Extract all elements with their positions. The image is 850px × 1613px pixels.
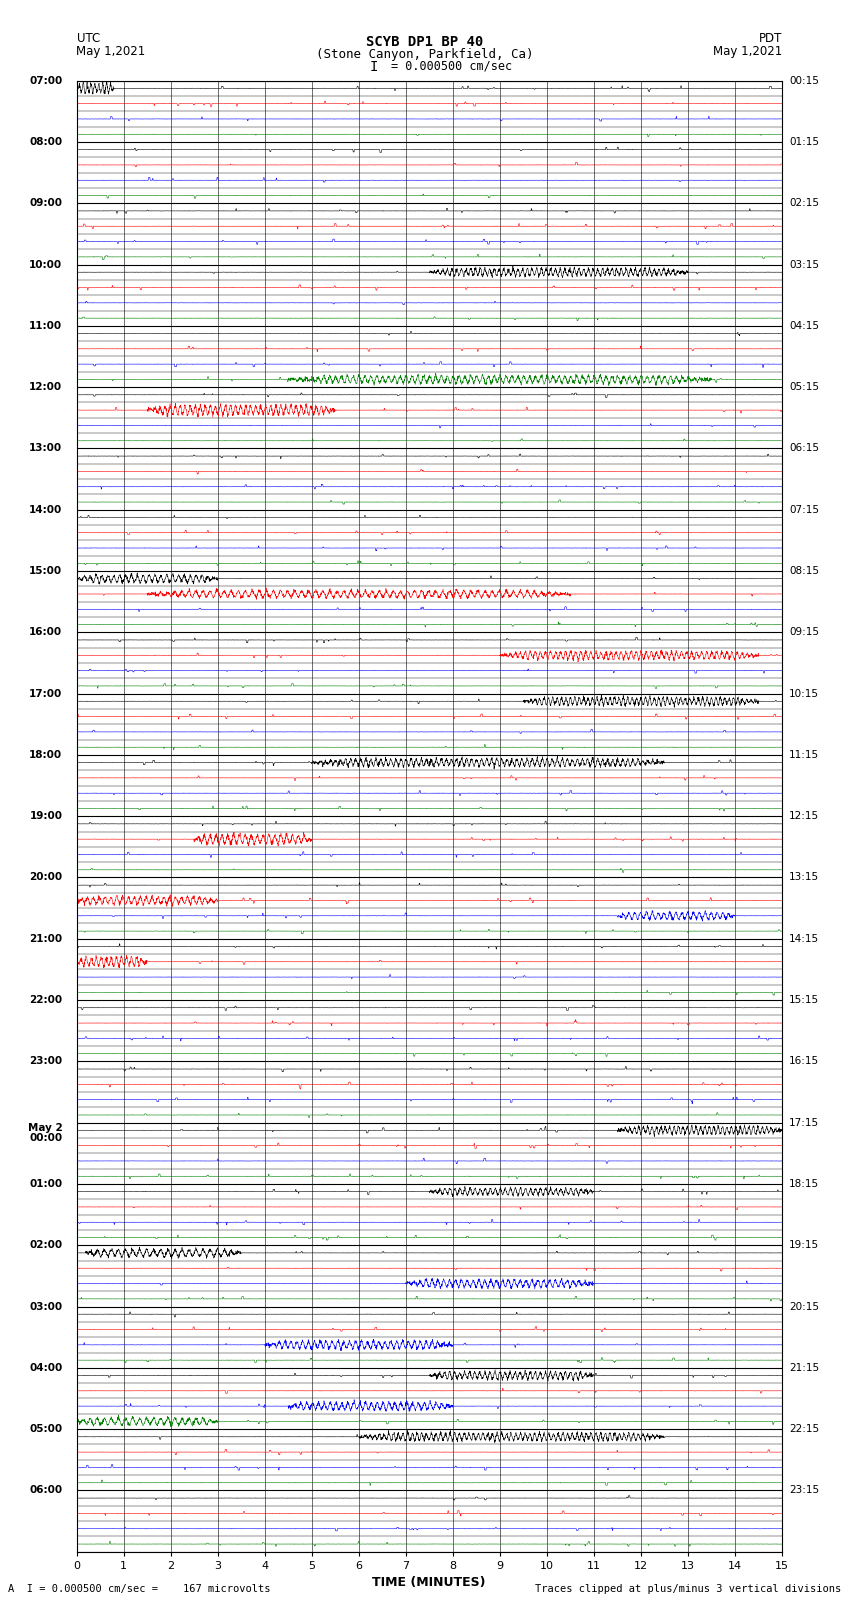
Text: A  I = 0.000500 cm/sec =    167 microvolts: A I = 0.000500 cm/sec = 167 microvolts <box>8 1584 271 1594</box>
Text: 20:00: 20:00 <box>29 873 62 882</box>
Text: 11:00: 11:00 <box>29 321 62 331</box>
Text: May 1,2021: May 1,2021 <box>713 45 782 58</box>
Text: 10:00: 10:00 <box>29 260 62 269</box>
Text: 01:15: 01:15 <box>789 137 819 147</box>
Text: 14:15: 14:15 <box>789 934 819 944</box>
Text: 05:00: 05:00 <box>29 1424 62 1434</box>
Text: 23:15: 23:15 <box>789 1486 819 1495</box>
Text: 05:15: 05:15 <box>789 382 819 392</box>
Text: 19:00: 19:00 <box>30 811 62 821</box>
Text: 07:00: 07:00 <box>29 76 62 85</box>
Text: 23:00: 23:00 <box>29 1057 62 1066</box>
Text: 04:15: 04:15 <box>789 321 819 331</box>
Text: 09:00: 09:00 <box>30 198 62 208</box>
Text: 12:15: 12:15 <box>789 811 819 821</box>
Text: 22:00: 22:00 <box>29 995 62 1005</box>
Text: May 2: May 2 <box>28 1123 62 1134</box>
Text: 07:15: 07:15 <box>789 505 819 515</box>
Text: May 1,2021: May 1,2021 <box>76 45 145 58</box>
Text: 17:15: 17:15 <box>789 1118 819 1127</box>
Text: 03:15: 03:15 <box>789 260 819 269</box>
Text: 02:00: 02:00 <box>29 1240 62 1250</box>
Text: 21:00: 21:00 <box>29 934 62 944</box>
Text: (Stone Canyon, Parkfield, Ca): (Stone Canyon, Parkfield, Ca) <box>316 48 534 61</box>
Text: 09:15: 09:15 <box>789 627 819 637</box>
Text: 18:00: 18:00 <box>29 750 62 760</box>
Text: 08:15: 08:15 <box>789 566 819 576</box>
Text: PDT: PDT <box>758 32 782 45</box>
Text: 00:00: 00:00 <box>29 1132 62 1144</box>
Text: 17:00: 17:00 <box>29 689 62 698</box>
Text: 08:00: 08:00 <box>29 137 62 147</box>
Text: 06:00: 06:00 <box>29 1486 62 1495</box>
Text: 21:15: 21:15 <box>789 1363 819 1373</box>
Text: 03:00: 03:00 <box>29 1302 62 1311</box>
Text: 02:15: 02:15 <box>789 198 819 208</box>
Text: SCYB DP1 BP 40: SCYB DP1 BP 40 <box>366 35 484 50</box>
Text: 11:15: 11:15 <box>789 750 819 760</box>
Text: 18:15: 18:15 <box>789 1179 819 1189</box>
Text: 12:00: 12:00 <box>29 382 62 392</box>
Text: 16:00: 16:00 <box>29 627 62 637</box>
Text: 13:15: 13:15 <box>789 873 819 882</box>
Text: = 0.000500 cm/sec: = 0.000500 cm/sec <box>391 60 512 73</box>
Text: 15:15: 15:15 <box>789 995 819 1005</box>
Text: 20:15: 20:15 <box>789 1302 819 1311</box>
Text: I: I <box>370 60 378 74</box>
Text: 14:00: 14:00 <box>29 505 62 515</box>
Text: 16:15: 16:15 <box>789 1057 819 1066</box>
Text: 15:00: 15:00 <box>29 566 62 576</box>
Text: 06:15: 06:15 <box>789 444 819 453</box>
Text: Traces clipped at plus/minus 3 vertical divisions: Traces clipped at plus/minus 3 vertical … <box>536 1584 842 1594</box>
Text: 19:15: 19:15 <box>789 1240 819 1250</box>
Text: UTC: UTC <box>76 32 99 45</box>
Text: 04:00: 04:00 <box>29 1363 62 1373</box>
Text: 01:00: 01:00 <box>29 1179 62 1189</box>
Text: 22:15: 22:15 <box>789 1424 819 1434</box>
Text: 00:15: 00:15 <box>789 76 819 85</box>
Text: 10:15: 10:15 <box>789 689 819 698</box>
Text: 13:00: 13:00 <box>29 444 62 453</box>
X-axis label: TIME (MINUTES): TIME (MINUTES) <box>372 1576 486 1589</box>
